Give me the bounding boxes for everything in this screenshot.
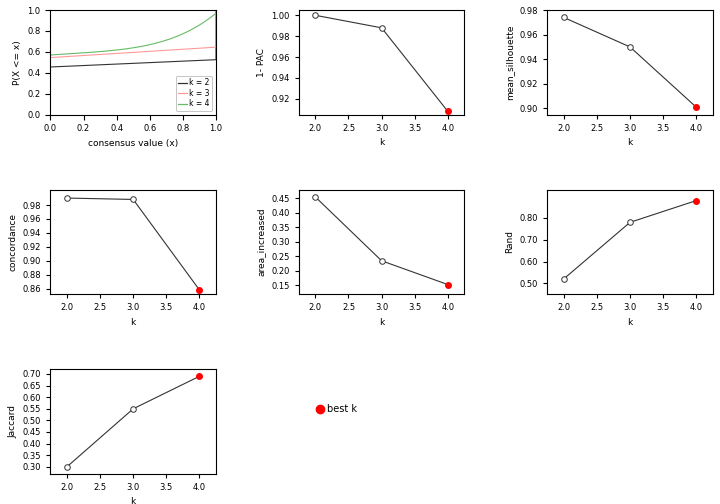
Y-axis label: concordance: concordance: [8, 213, 17, 271]
Y-axis label: Rand: Rand: [505, 230, 514, 254]
X-axis label: consensus value (x): consensus value (x): [88, 139, 179, 148]
Y-axis label: Jaccard: Jaccard: [9, 405, 17, 438]
X-axis label: k: k: [379, 318, 384, 327]
Y-axis label: P(X <= x): P(X <= x): [13, 40, 22, 85]
X-axis label: k: k: [627, 318, 633, 327]
Y-axis label: mean_silhouette: mean_silhouette: [505, 25, 514, 100]
Legend: best k: best k: [312, 400, 361, 418]
X-axis label: k: k: [130, 318, 136, 327]
Legend: k = 2, k = 3, k = 4: k = 2, k = 3, k = 4: [176, 76, 212, 111]
Y-axis label: 1- PAC: 1- PAC: [257, 48, 266, 77]
Y-axis label: area_increased: area_increased: [257, 208, 266, 276]
X-axis label: k: k: [627, 138, 633, 147]
X-axis label: k: k: [130, 497, 136, 504]
X-axis label: k: k: [379, 138, 384, 147]
